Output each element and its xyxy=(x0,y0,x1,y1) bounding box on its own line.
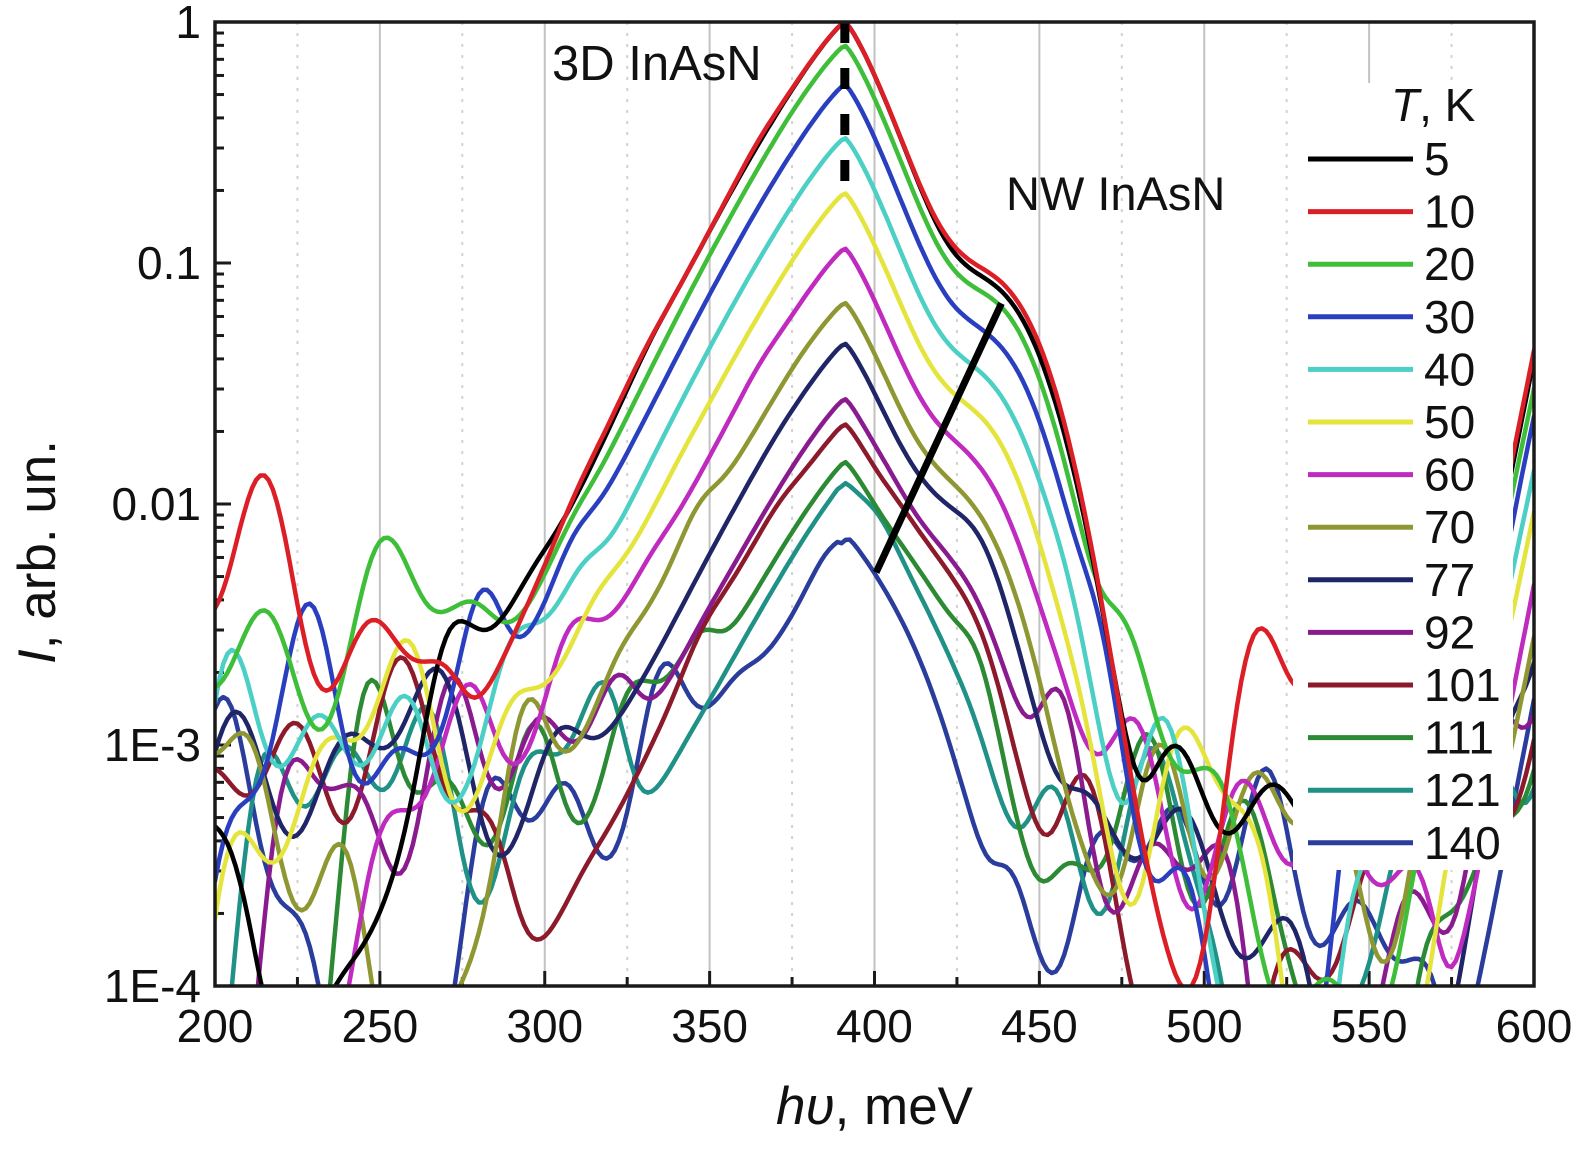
legend-label-101K: 101 xyxy=(1424,659,1501,711)
y-tick-label: 0.01 xyxy=(111,478,201,530)
x-tick-label: 200 xyxy=(177,1000,254,1052)
x-axis-title-units: , meV xyxy=(834,1077,974,1136)
legend-label-60K: 60 xyxy=(1424,449,1475,501)
legend-label-140K: 140 xyxy=(1424,817,1501,869)
annotation-nw-inasn: NW InAsN xyxy=(1006,167,1226,220)
y-axis-title: I, arb. un. xyxy=(8,302,68,802)
legend-label-70K: 70 xyxy=(1424,501,1475,553)
legend-label-40K: 40 xyxy=(1424,343,1475,395)
y-tick-label: 1 xyxy=(175,0,201,48)
legend-label-30K: 30 xyxy=(1424,291,1475,343)
series-curve-140K xyxy=(215,537,1534,986)
x-tick-label: 600 xyxy=(1496,1000,1573,1052)
shoulder-guide-line xyxy=(872,301,1005,574)
x-tick-label: 450 xyxy=(1001,1000,1078,1052)
legend-label-121K: 121 xyxy=(1424,764,1501,816)
x-axis-title-symbol: hυ xyxy=(775,1077,835,1136)
series-curve-50K xyxy=(215,191,1534,986)
y-tick-label: 0.1 xyxy=(137,237,201,289)
plot-frame xyxy=(213,20,1536,988)
y-tick-label: 1E-4 xyxy=(104,960,201,1012)
legend-label-77K: 77 xyxy=(1424,554,1475,606)
x-tick-label: 500 xyxy=(1166,1000,1243,1052)
annotation-3d-inasn: 3D InAsN xyxy=(552,37,762,91)
legend-label-5K: 5 xyxy=(1424,133,1450,185)
legend-label-10K: 10 xyxy=(1424,186,1475,238)
y-tick-label: 1E-3 xyxy=(104,719,201,771)
x-tick-label: 300 xyxy=(506,1000,583,1052)
x-tick-label: 400 xyxy=(836,1000,913,1052)
legend-title: T, K xyxy=(1391,79,1476,131)
x-tick-label: 550 xyxy=(1331,1000,1408,1052)
x-tick-label: 250 xyxy=(342,1000,419,1052)
legend-label-50K: 50 xyxy=(1424,396,1475,448)
x-axis-title: hυ, meV xyxy=(215,1076,1534,1137)
x-tick-label: 350 xyxy=(671,1000,748,1052)
series-curve-30K xyxy=(215,82,1534,986)
legend-label-20K: 20 xyxy=(1424,238,1475,290)
y-axis-title-symbol: I xyxy=(8,649,67,664)
y-axis-title-units: , arb. un. xyxy=(8,440,67,650)
series-curve-101K xyxy=(215,422,1534,986)
series-curve-20K xyxy=(215,43,1534,986)
legend-label-111K: 111 xyxy=(1424,712,1494,764)
series-curve-111K xyxy=(327,459,1534,986)
series-curve-40K xyxy=(215,136,1534,986)
legend-label-92K: 92 xyxy=(1424,606,1475,658)
